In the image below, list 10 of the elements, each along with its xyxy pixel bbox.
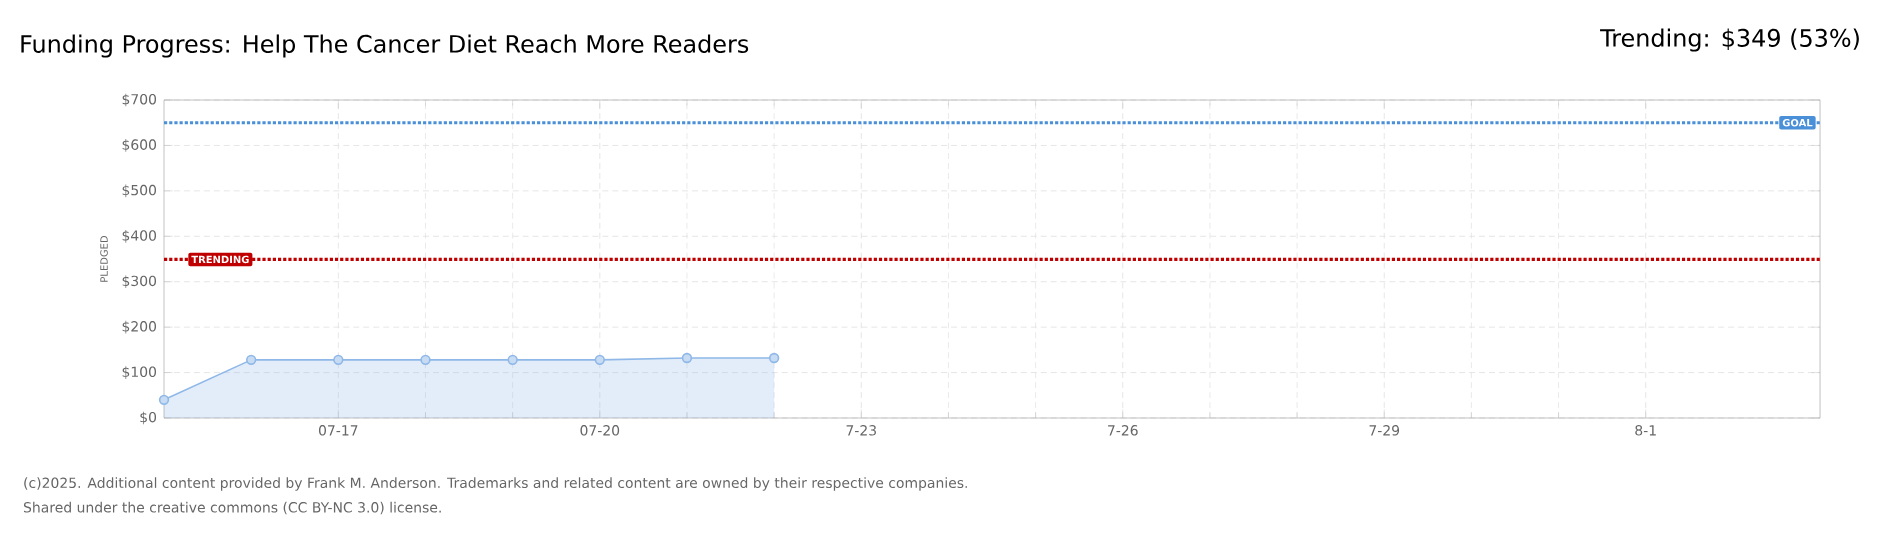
point — [507, 354, 518, 366]
point — [333, 354, 344, 366]
point — [594, 354, 605, 366]
point — [245, 354, 257, 366]
text: Trending: $349 (53%) — [1600, 28, 1859, 52]
point — [681, 352, 693, 364]
point — [420, 354, 431, 366]
point — [768, 352, 780, 364]
chart-title: Funding Progress: Help The Cancer Diet Reach More Readers — [21, 34, 749, 58]
point — [158, 394, 170, 406]
